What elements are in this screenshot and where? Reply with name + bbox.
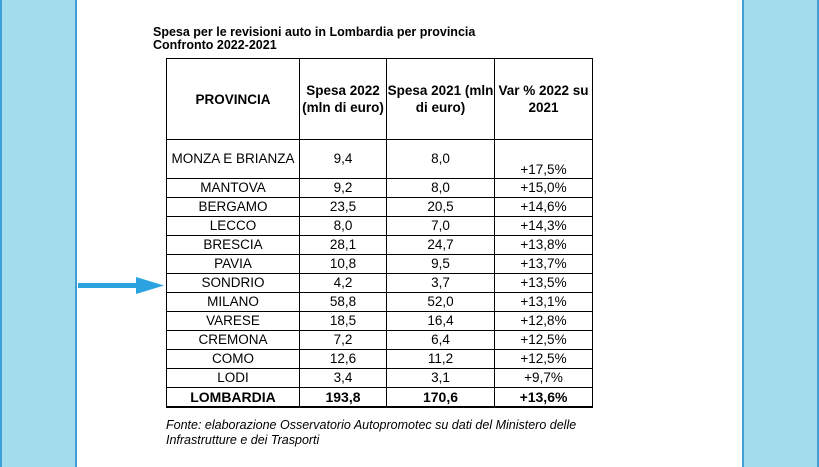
header-spesa-2022: Spesa 2022 (mln di euro) bbox=[299, 58, 387, 140]
table-total-row: LOMBARDIA 193,8 170,6 +13,6% bbox=[166, 387, 593, 408]
title-line-1: Spesa per le revisioni auto in Lombardia… bbox=[153, 25, 476, 39]
table-row: COMO 12,6 11,2 +12,5% bbox=[166, 349, 593, 369]
cell-spesa-2022: 7,2 bbox=[299, 330, 387, 350]
total-spesa-2022: 193,8 bbox=[299, 387, 387, 408]
left-side-panel bbox=[0, 0, 77, 467]
cell-spesa-2022: 28,1 bbox=[299, 235, 387, 255]
cell-spesa-2022: 58,8 bbox=[299, 292, 387, 312]
title-line-2: Confronto 2022-2021 bbox=[153, 38, 277, 52]
cell-provincia: COMO bbox=[166, 349, 300, 369]
cell-provincia: VARESE bbox=[166, 311, 300, 331]
cell-spesa-2021: 52,0 bbox=[386, 292, 495, 312]
cell-provincia: LECCO bbox=[166, 216, 300, 236]
cell-provincia: MANTOVA bbox=[166, 178, 300, 198]
right-side-panel bbox=[742, 0, 819, 467]
cell-spesa-2022: 9,2 bbox=[299, 178, 387, 198]
table-row: LECCO 8,0 7,0 +14,3% bbox=[166, 216, 593, 236]
header-provincia: PROVINCIA bbox=[166, 58, 300, 140]
cell-spesa-2021: 20,5 bbox=[386, 197, 495, 217]
cell-spesa-2022: 4,2 bbox=[299, 273, 387, 293]
table-row: SONDRIO 4,2 3,7 +13,5% bbox=[166, 273, 593, 293]
cell-provincia: PAVIA bbox=[166, 254, 300, 274]
cell-spesa-2022: 10,8 bbox=[299, 254, 387, 274]
cell-spesa-2021: 8,0 bbox=[386, 178, 495, 198]
cell-var: +13,5% bbox=[494, 273, 593, 293]
cell-var: +12,5% bbox=[494, 349, 593, 369]
cell-provincia: BERGAMO bbox=[166, 197, 300, 217]
cell-spesa-2022: 3,4 bbox=[299, 368, 387, 388]
cell-var: +9,7% bbox=[494, 368, 593, 388]
cell-spesa-2021: 3,1 bbox=[386, 368, 495, 388]
total-var: +13,6% bbox=[494, 387, 593, 408]
table-row: MONZA E BRIANZA 9,4 8,0 +17,5% bbox=[166, 139, 593, 179]
cell-spesa-2022: 18,5 bbox=[299, 311, 387, 331]
cell-provincia: LODI bbox=[166, 368, 300, 388]
table-row: BRESCIA 28,1 24,7 +13,8% bbox=[166, 235, 593, 255]
cell-var: +12,8% bbox=[494, 311, 593, 331]
table-row: MILANO 58,8 52,0 +13,1% bbox=[166, 292, 593, 312]
cell-provincia: CREMONA bbox=[166, 330, 300, 350]
cell-var: +13,8% bbox=[494, 235, 593, 255]
document-title: Spesa per le revisioni auto in Lombardia… bbox=[153, 26, 653, 52]
cell-provincia: MILANO bbox=[166, 292, 300, 312]
total-spesa-2021: 170,6 bbox=[386, 387, 495, 408]
cell-spesa-2021: 16,4 bbox=[386, 311, 495, 331]
table-row: VARESE 18,5 16,4 +12,8% bbox=[166, 311, 593, 331]
source-note: Fonte: elaborazione Osservatorio Autopro… bbox=[166, 418, 577, 447]
cell-spesa-2021: 24,7 bbox=[386, 235, 495, 255]
total-provincia: LOMBARDIA bbox=[166, 387, 300, 408]
header-var: Var % 2022 su 2021 bbox=[494, 58, 593, 140]
cell-spesa-2021: 9,5 bbox=[386, 254, 495, 274]
cell-spesa-2022: 9,4 bbox=[299, 139, 387, 179]
table-row: PAVIA 10,8 9,5 +13,7% bbox=[166, 254, 593, 274]
cell-provincia: SONDRIO bbox=[166, 273, 300, 293]
cell-spesa-2021: 6,4 bbox=[386, 330, 495, 350]
cell-spesa-2022: 23,5 bbox=[299, 197, 387, 217]
cell-var: +14,3% bbox=[494, 216, 593, 236]
table-header-row: PROVINCIA Spesa 2022 (mln di euro) Spesa… bbox=[166, 58, 593, 140]
cell-spesa-2022: 12,6 bbox=[299, 349, 387, 369]
cell-spesa-2021: 7,0 bbox=[386, 216, 495, 236]
cell-var: +15,0% bbox=[494, 178, 593, 198]
cell-var: +13,1% bbox=[494, 292, 593, 312]
cell-spesa-2021: 8,0 bbox=[386, 139, 495, 179]
arrow-right-icon bbox=[78, 277, 164, 294]
cell-spesa-2021: 3,7 bbox=[386, 273, 495, 293]
table-row: LODI 3,4 3,1 +9,7% bbox=[166, 368, 593, 388]
table-row: BERGAMO 23,5 20,5 +14,6% bbox=[166, 197, 593, 217]
cell-provincia: MONZA E BRIANZA bbox=[166, 139, 300, 179]
cell-var: +14,6% bbox=[494, 197, 593, 217]
cell-var: +13,7% bbox=[494, 254, 593, 274]
cell-provincia: BRESCIA bbox=[166, 235, 300, 255]
cell-spesa-2022: 8,0 bbox=[299, 216, 387, 236]
table-row: MANTOVA 9,2 8,0 +15,0% bbox=[166, 178, 593, 198]
data-table: PROVINCIA Spesa 2022 (mln di euro) Spesa… bbox=[166, 58, 593, 408]
table-row: CREMONA 7,2 6,4 +12,5% bbox=[166, 330, 593, 350]
cell-var: +12,5% bbox=[494, 330, 593, 350]
cell-spesa-2021: 11,2 bbox=[386, 349, 495, 369]
cell-var: +17,5% bbox=[494, 139, 593, 179]
header-spesa-2021: Spesa 2021 (mln di euro) bbox=[386, 58, 495, 140]
